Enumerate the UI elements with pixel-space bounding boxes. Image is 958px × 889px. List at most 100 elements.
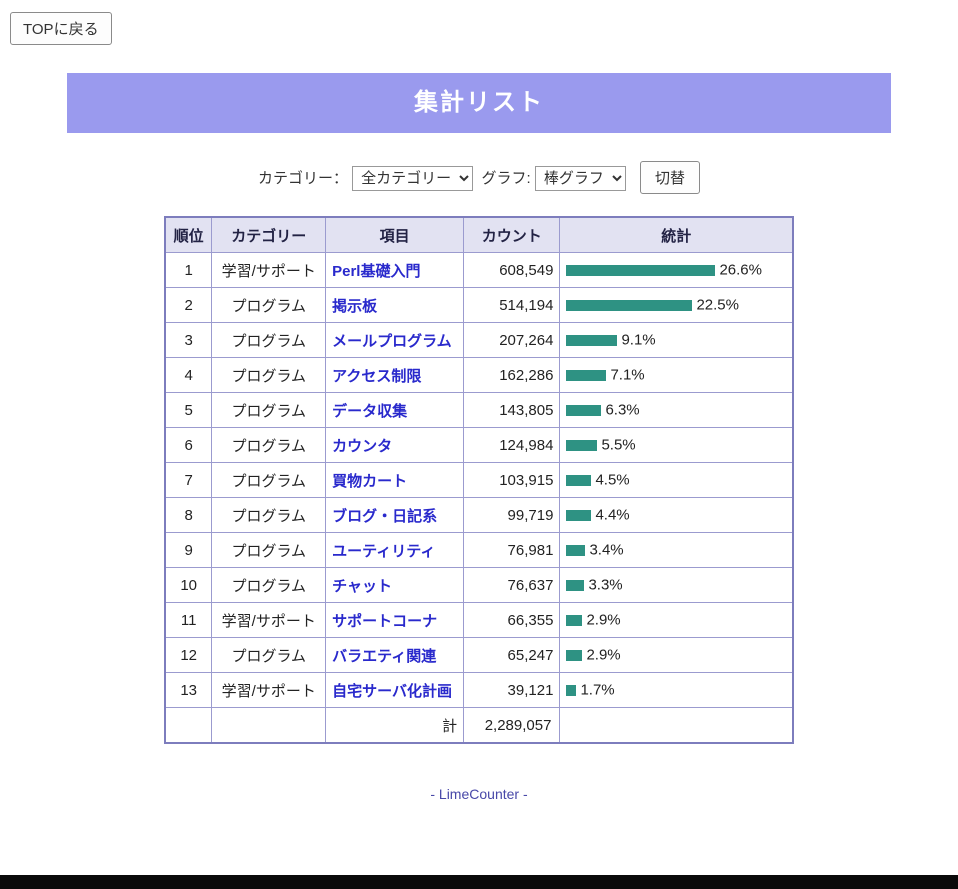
table-row: 12 プログラム バラエティ関連 65,247 2.9% bbox=[164, 637, 794, 673]
rank-cell: 1 bbox=[164, 252, 213, 288]
stat-cell: 7.1% bbox=[559, 357, 794, 393]
table-row: 11 学習/サポート サポートコーナ 66,355 2.9% bbox=[164, 602, 794, 638]
table-row: 8 プログラム ブログ・日記系 99,719 4.4% bbox=[164, 497, 794, 533]
item-link[interactable]: チャット bbox=[332, 577, 392, 595]
back-to-top-button[interactable]: TOPに戻る bbox=[10, 12, 112, 45]
stat-cell: 4.4% bbox=[559, 497, 794, 533]
table-row: 9 プログラム ユーティリティ 76,981 3.4% bbox=[164, 532, 794, 568]
stat-label: 4.4% bbox=[595, 506, 630, 524]
count-cell: 103,915 bbox=[463, 462, 561, 498]
count-cell: 99,719 bbox=[463, 497, 561, 533]
header-item: 項目 bbox=[325, 216, 465, 253]
category-cell: プログラム bbox=[211, 497, 327, 533]
table-row: 6 プログラム カウンタ 124,984 5.5% bbox=[164, 427, 794, 463]
item-link[interactable]: アクセス制限 bbox=[332, 367, 422, 385]
rank-cell: 11 bbox=[164, 602, 213, 638]
category-label: カテゴリー： bbox=[257, 170, 348, 187]
header-count: カウント bbox=[463, 216, 561, 253]
stat-label: 7.1% bbox=[610, 366, 645, 384]
stat-bar bbox=[566, 474, 592, 486]
category-cell: プログラム bbox=[211, 357, 327, 393]
filter-controls: カテゴリー： 全カテゴリー グラフ: 棒グラフ 切替 bbox=[0, 161, 958, 194]
stat-bar bbox=[566, 264, 716, 276]
category-cell: プログラム bbox=[211, 532, 327, 568]
stat-bar bbox=[566, 684, 577, 696]
item-link[interactable]: カウンタ bbox=[332, 437, 393, 455]
table-row: 7 プログラム 買物カート 103,915 4.5% bbox=[164, 462, 794, 498]
stat-label: 6.3% bbox=[605, 401, 640, 419]
stat-label: 4.5% bbox=[595, 471, 630, 489]
item-link[interactable]: ブログ・日記系 bbox=[332, 507, 438, 525]
table-row: 2 プログラム 掲示板 514,194 22.5% bbox=[164, 287, 794, 323]
stat-label: 9.1% bbox=[621, 331, 656, 349]
item-link[interactable]: サポートコーナ bbox=[332, 612, 438, 630]
bottom-bar bbox=[0, 875, 958, 889]
count-cell: 207,264 bbox=[463, 322, 561, 358]
page-title-banner: 集計リスト bbox=[67, 73, 891, 133]
site-footer: - LimeCounter - bbox=[430, 786, 528, 802]
stat-cell: 2.9% bbox=[559, 637, 794, 673]
stat-label: 1.7% bbox=[580, 681, 615, 699]
stat-cell: 4.5% bbox=[559, 462, 794, 498]
summary-table: 順位 カテゴリー 項目 カウント 統計 1 学習/サポート Perl基礎入門 6… bbox=[164, 216, 794, 744]
item-link[interactable]: メールプログラム bbox=[332, 332, 452, 350]
count-cell: 39,121 bbox=[463, 672, 561, 708]
stat-bar bbox=[566, 439, 598, 451]
header-rank: 順位 bbox=[164, 216, 213, 253]
item-link[interactable]: 自宅サーバ化計画 bbox=[332, 682, 452, 700]
header-category: カテゴリー bbox=[211, 216, 327, 253]
count-cell: 162,286 bbox=[463, 357, 561, 393]
table-row: 10 プログラム チャット 76,637 3.3% bbox=[164, 567, 794, 603]
header-stat: 統計 bbox=[559, 216, 794, 253]
item-link[interactable]: Perl基礎入門 bbox=[332, 262, 421, 280]
count-cell: 514,194 bbox=[463, 287, 561, 323]
stat-bar bbox=[566, 404, 602, 416]
category-cell: プログラム bbox=[211, 427, 327, 463]
category-cell: プログラム bbox=[211, 462, 327, 498]
stat-cell: 6.3% bbox=[559, 392, 794, 428]
graph-select[interactable]: 棒グラフ bbox=[534, 166, 626, 191]
table-row: 13 学習/サポート 自宅サーバ化計画 39,121 1.7% bbox=[164, 672, 794, 708]
stat-bar bbox=[566, 649, 583, 661]
page-title: 集計リスト bbox=[414, 89, 544, 116]
stat-cell: 9.1% bbox=[559, 322, 794, 358]
item-link[interactable]: データ収集 bbox=[332, 402, 408, 420]
rank-cell: 3 bbox=[164, 322, 213, 358]
table-row: 3 プログラム メールプログラム 207,264 9.1% bbox=[164, 322, 794, 358]
category-cell: プログラム bbox=[211, 392, 327, 428]
stat-cell: 3.3% bbox=[559, 567, 794, 603]
item-link[interactable]: ユーティリティ bbox=[332, 542, 436, 560]
stat-bar bbox=[566, 614, 583, 626]
rank-cell: 9 bbox=[164, 532, 213, 568]
rank-cell: 7 bbox=[164, 462, 213, 498]
stat-bar bbox=[566, 579, 585, 591]
stat-label: 22.5% bbox=[696, 296, 739, 314]
graph-label: グラフ: bbox=[481, 170, 531, 187]
rank-cell: 13 bbox=[164, 672, 213, 708]
count-cell: 608,549 bbox=[463, 252, 561, 288]
stat-bar bbox=[566, 334, 618, 346]
count-cell: 66,355 bbox=[463, 602, 561, 638]
category-cell: 学習/サポート bbox=[211, 252, 327, 288]
stat-cell: 22.5% bbox=[559, 287, 794, 323]
stat-cell: 26.6% bbox=[559, 252, 794, 288]
stat-label: 3.4% bbox=[589, 541, 624, 559]
stat-bar bbox=[566, 509, 592, 521]
category-cell: 学習/サポート bbox=[211, 672, 327, 708]
item-link[interactable]: バラエティ関連 bbox=[332, 647, 437, 665]
count-cell: 124,984 bbox=[463, 427, 561, 463]
switch-button[interactable]: 切替 bbox=[640, 161, 701, 194]
item-link[interactable]: 掲示板 bbox=[332, 297, 378, 315]
stat-label: 26.6% bbox=[719, 261, 762, 279]
rank-cell: 2 bbox=[164, 287, 213, 323]
stat-label: 2.9% bbox=[586, 646, 621, 664]
table-row: 5 プログラム データ収集 143,805 6.3% bbox=[164, 392, 794, 428]
item-link[interactable]: 買物カート bbox=[332, 472, 408, 490]
stat-bar bbox=[566, 544, 586, 556]
category-cell: プログラム bbox=[211, 567, 327, 603]
category-cell: プログラム bbox=[211, 287, 327, 323]
category-select[interactable]: 全カテゴリー bbox=[352, 166, 474, 191]
rank-cell: 12 bbox=[164, 637, 213, 673]
count-cell: 143,805 bbox=[463, 392, 561, 428]
category-cell: 学習/サポート bbox=[211, 602, 327, 638]
